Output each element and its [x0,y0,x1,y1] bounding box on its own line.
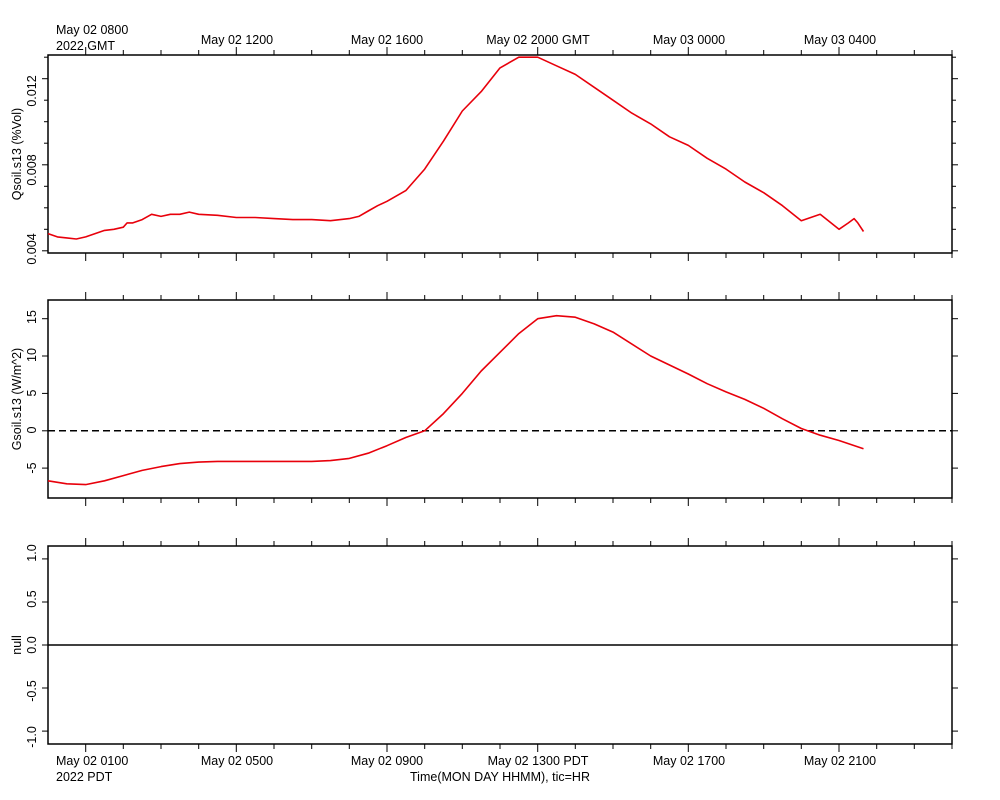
bottom-axis-label: May 02 2100 [804,754,876,768]
panel-null-ytick-label: 1.0 [25,544,39,561]
bottom-axis-title: Time(MON DAY HHMM), tic=HR [410,770,590,784]
panel-null-ylabel: null [10,635,24,654]
panel-qsoil-ytick-label: 0.008 [25,154,39,185]
panel-qsoil-ylabel: Qsoil.s13 (%Vol) [10,108,24,200]
bottom-axis-first-label-line2: 2022 PDT [56,770,113,784]
top-axis-first-label-line1: May 02 0800 [56,23,128,37]
panel-gsoil-frame [47,299,953,499]
top-axis-label: May 02 1600 [351,33,423,47]
top-axis-label: May 02 2000 GMT [486,33,590,47]
top-axis-label: May 03 0000 [653,33,725,47]
bottom-axis-first-label-line1: May 02 0100 [56,754,128,768]
panel-gsoil-ytick-label: -5 [25,462,39,473]
panel-qsoil-series-line [47,56,865,240]
panel-null-ytick-label: 0.0 [25,636,39,653]
bottom-axis-label: May 02 1700 [653,754,725,768]
bottom-axis-label: May 02 0900 [351,754,423,768]
top-axis: May 02 0800 2022 GMT May 02 1200 May 02 … [56,23,876,53]
panel-null: null -1.0 -0.5 0.0 0.5 1.0 [10,544,953,748]
top-axis-label: May 03 0400 [804,33,876,47]
panel-qsoil: Qsoil.s13 (%Vol) 0.004 0.008 0.012 [10,54,953,265]
panel-gsoil-series-line [47,314,864,486]
panel-gsoil-ytick-label: 5 [25,389,39,396]
panel-qsoil-frame [47,54,953,254]
bottom-axis-label: May 02 0500 [201,754,273,768]
top-axis-first-label-line2: 2022 GMT [56,39,115,53]
panel-gsoil-ytick-label: 0 [25,426,39,433]
panel-null-ytick-label: -0.5 [25,680,39,702]
bottom-axis: May 02 0100 2022 PDT May 02 0500 May 02 … [56,754,876,784]
panel-qsoil-ytick-label: 0.004 [25,233,39,264]
bottom-axis-label: May 02 1300 PDT [488,754,589,768]
panel-qsoil-ytick-label: 0.012 [25,75,39,106]
panel-gsoil-ylabel: Gsoil.s13 (W/m^2) [10,348,24,450]
top-axis-label: May 02 1200 [201,33,273,47]
panel-null-ytick-label: -1.0 [25,726,39,748]
panel-null-ytick-label: 0.5 [25,590,39,607]
panel-gsoil-ytick-label: 10 [25,348,39,362]
panel-gsoil-ytick-label: 15 [25,310,39,324]
